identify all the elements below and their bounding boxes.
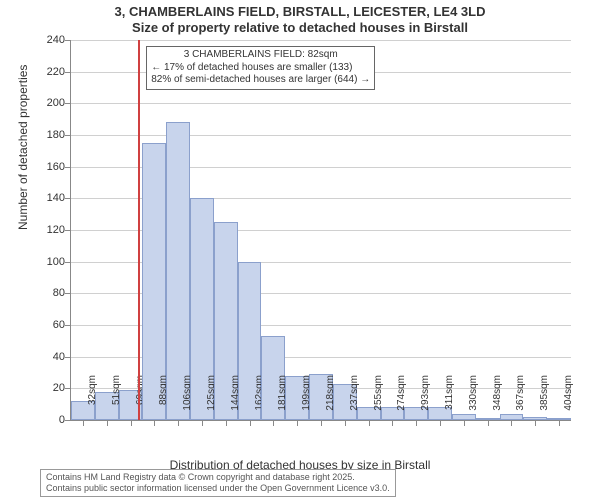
y-tick	[65, 167, 71, 168]
annotation-line-1: 3 CHAMBERLAINS FIELD: 82sqm	[151, 49, 370, 62]
y-tick-label: 40	[37, 351, 65, 363]
annotation-line-2: ← 17% of detached houses are smaller (13…	[151, 62, 370, 75]
y-tick-label: 180	[37, 129, 65, 141]
y-axis-title: Number of detached properties	[16, 65, 30, 230]
y-tick	[65, 420, 71, 421]
x-tick-label: 330sqm	[468, 375, 479, 419]
footer-line-2: Contains public sector information licen…	[46, 483, 390, 494]
y-tick-label: 60	[37, 319, 65, 331]
y-tick-label: 200	[37, 97, 65, 109]
x-tick	[178, 420, 179, 426]
x-tick	[321, 420, 322, 426]
x-tick	[488, 420, 489, 426]
y-tick	[65, 198, 71, 199]
page-title-sub: Size of property relative to detached ho…	[0, 20, 600, 35]
x-tick	[131, 420, 132, 426]
x-tick	[535, 420, 536, 426]
y-tick-label: 20	[37, 382, 65, 394]
y-tick-label: 80	[37, 287, 65, 299]
histogram-chart: 02040608010012014016018020022024032sqm51…	[70, 40, 571, 421]
x-tick-label: 311sqm	[444, 375, 455, 419]
y-tick-label: 100	[37, 256, 65, 268]
x-tick	[369, 420, 370, 426]
footer-line-1: Contains HM Land Registry data © Crown c…	[46, 472, 390, 483]
y-tick	[65, 388, 71, 389]
gridline	[71, 135, 571, 136]
x-tick-label: 385sqm	[539, 375, 550, 419]
x-tick-label: 367sqm	[515, 375, 526, 419]
x-tick	[559, 420, 560, 426]
x-tick	[440, 420, 441, 426]
y-tick-label: 240	[37, 34, 65, 46]
annotation-box: 3 CHAMBERLAINS FIELD: 82sqm← 17% of deta…	[146, 46, 375, 90]
x-tick	[202, 420, 203, 426]
y-tick	[65, 103, 71, 104]
annotation-line-3: 82% of semi-detached houses are larger (…	[151, 74, 370, 87]
x-tick	[464, 420, 465, 426]
x-tick-label: 404sqm	[563, 375, 574, 419]
y-tick-label: 140	[37, 192, 65, 204]
x-tick	[250, 420, 251, 426]
y-tick-label: 0	[37, 414, 65, 426]
y-tick-label: 220	[37, 66, 65, 78]
x-tick	[273, 420, 274, 426]
y-tick	[65, 230, 71, 231]
x-tick	[226, 420, 227, 426]
y-tick	[65, 40, 71, 41]
x-tick	[416, 420, 417, 426]
page-title-main: 3, CHAMBERLAINS FIELD, BIRSTALL, LEICEST…	[0, 4, 600, 19]
x-tick	[345, 420, 346, 426]
y-tick	[65, 357, 71, 358]
x-tick-label: 348sqm	[492, 375, 503, 419]
x-tick	[511, 420, 512, 426]
gridline	[71, 103, 571, 104]
y-tick	[65, 293, 71, 294]
x-tick	[392, 420, 393, 426]
gridline	[71, 40, 571, 41]
y-tick	[65, 135, 71, 136]
x-tick	[83, 420, 84, 426]
y-tick	[65, 262, 71, 263]
x-tick	[154, 420, 155, 426]
y-tick-label: 120	[37, 224, 65, 236]
x-tick	[297, 420, 298, 426]
y-tick-label: 160	[37, 161, 65, 173]
property-marker-line	[138, 40, 140, 420]
x-tick	[107, 420, 108, 426]
y-tick	[65, 72, 71, 73]
attribution-footer: Contains HM Land Registry data © Crown c…	[40, 469, 396, 498]
y-tick	[65, 325, 71, 326]
